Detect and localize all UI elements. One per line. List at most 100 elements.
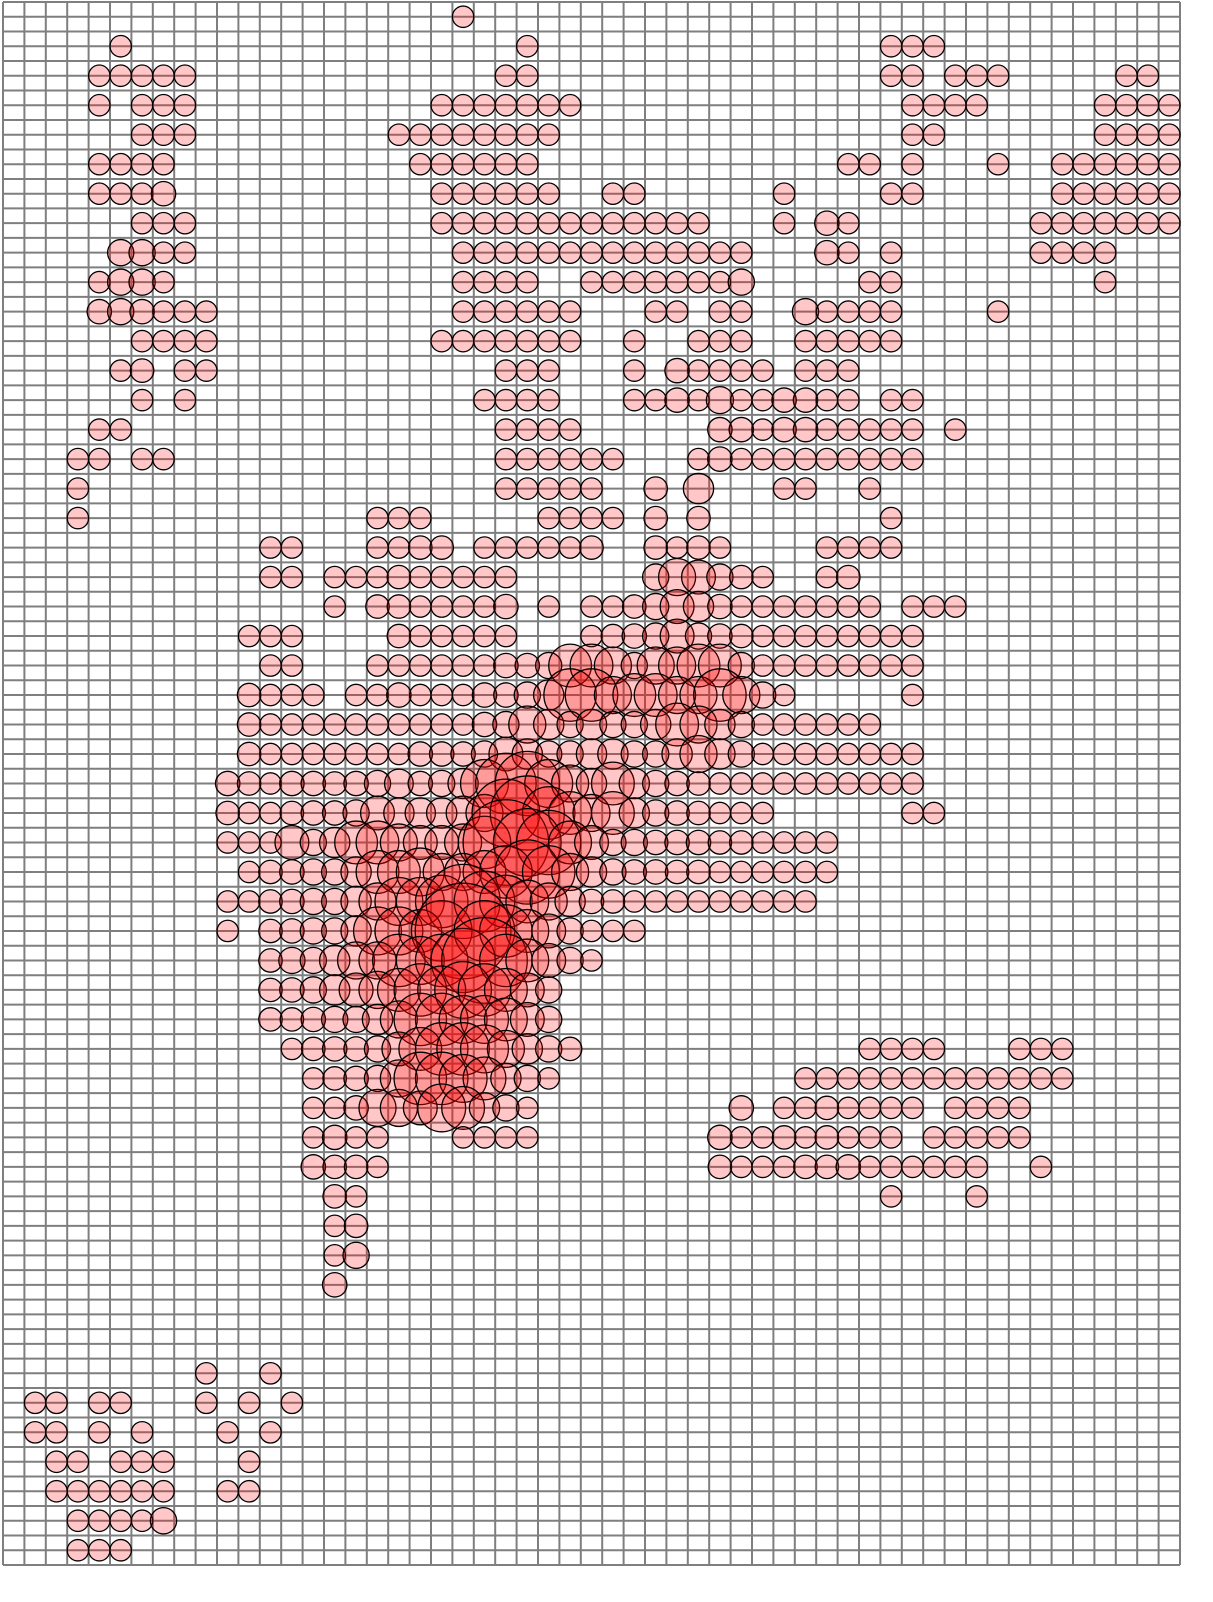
- bubble: [301, 1067, 325, 1090]
- bubble: [858, 654, 882, 677]
- bubble: [280, 536, 304, 559]
- bubble: [494, 329, 518, 353]
- bubble: [622, 329, 646, 353]
- bubble: [687, 241, 710, 265]
- bubble: [815, 654, 839, 677]
- bubble: [879, 388, 903, 412]
- bubble: [537, 388, 561, 412]
- bubble: [879, 1126, 903, 1149]
- bubble: [87, 418, 111, 441]
- bubble: [194, 359, 218, 382]
- bubble: [430, 152, 454, 176]
- bubble: [515, 270, 539, 294]
- bubble: [280, 713, 304, 736]
- bubble: [259, 801, 282, 825]
- bubble: [301, 1096, 325, 1120]
- bubble: [471, 711, 498, 738]
- bubble: [836, 595, 860, 618]
- bubble: [387, 506, 411, 530]
- bubble: [387, 123, 411, 147]
- bubble: [772, 182, 796, 206]
- bubble: [621, 859, 648, 885]
- bubble: [152, 447, 175, 471]
- bubble: [130, 388, 154, 412]
- bubble: [791, 297, 820, 326]
- bubble: [537, 211, 561, 235]
- bubble: [836, 211, 860, 235]
- bubble: [66, 1538, 90, 1562]
- bubble: [237, 831, 261, 854]
- bubble: [408, 123, 432, 147]
- bubble: [965, 1096, 989, 1120]
- bubble: [901, 742, 924, 766]
- bubble: [901, 624, 924, 648]
- bubble: [425, 797, 458, 829]
- bubble: [408, 565, 432, 589]
- bubble: [258, 977, 283, 1003]
- bubble: [657, 557, 697, 597]
- bubble: [879, 1067, 903, 1090]
- bubble: [321, 1036, 348, 1062]
- bubble: [622, 359, 646, 382]
- bubble: [537, 418, 561, 441]
- bubble: [794, 1096, 817, 1120]
- bubble: [513, 1064, 542, 1093]
- bubble: [537, 241, 561, 265]
- bubble: [344, 742, 368, 766]
- bubble: [494, 536, 518, 559]
- bubble: [173, 211, 197, 235]
- bubble: [1072, 152, 1096, 176]
- bubble: [922, 34, 946, 58]
- bubble: [622, 388, 646, 412]
- bubble: [815, 536, 839, 559]
- bubble: [366, 1126, 389, 1149]
- bubble: [402, 824, 438, 861]
- bubble: [343, 1213, 369, 1239]
- bubble: [751, 388, 775, 412]
- bubble: [665, 270, 689, 294]
- bubble: [343, 1065, 369, 1092]
- bubble: [450, 741, 476, 767]
- bubble: [515, 152, 539, 176]
- bubble: [622, 919, 646, 943]
- bubble: [641, 769, 670, 798]
- bubble: [451, 5, 475, 29]
- bubble: [300, 1154, 327, 1180]
- bubble: [534, 976, 563, 1004]
- bubble: [194, 300, 218, 324]
- bubble: [343, 1036, 369, 1062]
- bubble: [727, 268, 756, 296]
- bubble: [427, 769, 456, 798]
- bubble: [794, 1067, 817, 1090]
- bubble: [130, 211, 154, 235]
- bubble: [322, 1066, 348, 1091]
- bubble: [532, 708, 565, 741]
- bubble: [772, 447, 796, 471]
- bubble: [87, 1538, 111, 1562]
- bubble: [580, 270, 603, 294]
- bubble: [644, 388, 668, 412]
- bubble: [515, 93, 539, 117]
- bubble: [751, 742, 775, 766]
- bubble: [901, 182, 924, 206]
- bubble: [729, 300, 753, 324]
- bubble: [794, 477, 817, 500]
- bubble: [727, 710, 756, 739]
- bubble: [1008, 1037, 1031, 1061]
- bubble: [194, 329, 218, 353]
- bubble: [748, 681, 777, 709]
- bubble: [687, 890, 710, 913]
- bubble: [879, 300, 903, 324]
- bubble: [578, 888, 605, 915]
- bubble: [708, 329, 732, 353]
- bubble: [511, 1033, 544, 1065]
- bubble: [792, 387, 819, 413]
- bubble: [794, 742, 817, 766]
- bubble: [601, 506, 625, 530]
- bubble: [879, 34, 903, 58]
- bubble: [494, 418, 518, 441]
- bubble: [836, 536, 860, 559]
- bubble: [537, 1067, 561, 1090]
- bubble: [814, 1125, 840, 1150]
- bubble: [620, 651, 649, 680]
